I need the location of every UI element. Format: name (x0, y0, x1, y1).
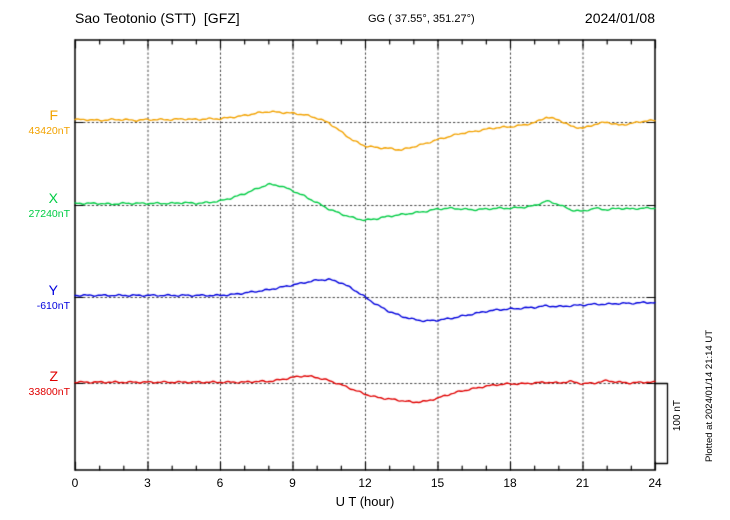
series-baseline-value-F: 43420nT (28, 125, 70, 137)
x-tick-label-24: 24 (648, 476, 662, 490)
series-letter-F: F (49, 107, 58, 123)
series-baseline-value-Y: -610nT (36, 300, 70, 312)
x-tick-label-0: 0 (71, 476, 79, 490)
plot-date: 2024/01/08 (584, 10, 655, 26)
series-baseline-value-X: 27240nT (28, 208, 70, 220)
x-tick-label-9: 9 (289, 476, 296, 490)
scale-bar-label: 100 nT (672, 400, 683, 432)
x-axis-label: U T (hour) (335, 494, 395, 509)
x-tick-label-3: 3 (144, 476, 151, 490)
x-tick-label-18: 18 (503, 476, 517, 490)
station-title: Sao Teotonio (STT) [GFZ] (75, 10, 240, 26)
series-letter-Z: Z (49, 368, 58, 384)
series-baseline-value-Z: 33800nT (28, 386, 70, 398)
x-tick-label-6: 6 (216, 476, 224, 490)
series-letter-X: X (48, 190, 58, 206)
gg-coordinates: GG ( 37.55°, 351.27°) (368, 13, 475, 25)
plotted-at-note: Plotted at 2024/01/14 21:14 UT (704, 330, 715, 463)
x-tick-label-12: 12 (358, 476, 372, 490)
x-tick-label-15: 15 (430, 476, 445, 490)
x-tick-label-21: 21 (575, 476, 590, 490)
series-letter-Y: Y (48, 282, 58, 298)
